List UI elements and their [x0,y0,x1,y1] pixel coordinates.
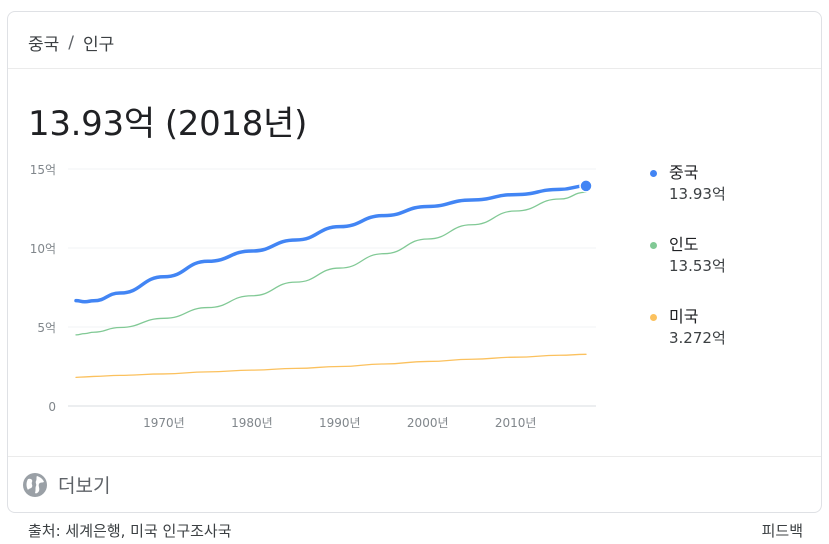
legend-dot [650,314,657,321]
feedback-link[interactable]: 피드백 [761,522,803,540]
legend-value: 13.53억 [669,257,726,275]
series-endpoint[interactable] [579,179,593,193]
legend-dot [650,242,657,249]
divider [8,456,821,457]
headline: 13.93억 (2018년) [28,96,307,145]
y-tick-label: 10억 [30,242,56,256]
breadcrumb-country[interactable]: 중국 [28,35,60,55]
headline-value: 13.93억 [28,104,155,144]
breadcrumb: 중국 / 인구 [28,30,115,56]
more-link[interactable]: 더보기 [22,471,110,498]
x-tick-label: 1990년 [319,416,361,430]
x-tick-label: 2000년 [407,416,449,430]
y-tick-label: 0 [48,400,56,414]
series-line-1[interactable] [75,191,587,336]
chart-series[interactable] [74,179,593,379]
legend-value: 3.272억 [669,329,726,347]
chart-gridlines [68,168,596,407]
legend-name: 미국 [669,307,699,326]
population-line-chart[interactable]: 15억 10억 5억 0 1970년 1980년 1990년 2000년 2010년 [8,12,821,452]
legend-item-india[interactable]: 인도 13.53억 [650,234,726,276]
legend-value: 13.93억 [669,185,726,203]
x-tick-label: 2010년 [495,416,537,430]
legend-item-usa[interactable]: 미국 3.272억 [650,306,726,348]
legend-name: 인도 [669,235,699,254]
breadcrumb-topic[interactable]: 인구 [83,35,115,55]
headline-year: (2018년) [164,104,308,144]
x-tick-label: 1980년 [231,416,273,430]
legend-dot [650,170,657,177]
legend-item-china[interactable]: 중국 13.93억 [650,162,726,204]
y-tick-label: 5억 [37,321,56,335]
y-tick-label: 15억 [30,163,56,177]
x-tick-label: 1970년 [143,416,185,430]
population-card: 중국 / 인구 13.93억 (2018년) 15억 10억 5억 0 1970년 19… [7,11,822,513]
source-text: 출처: 세계은행, 미국 인구조사국 [28,522,232,540]
x-axis-ticks: 1970년 1980년 1990년 2000년 2010년 [143,416,536,430]
globe-icon [23,472,47,497]
y-axis-ticks: 15억 10억 5억 0 [30,163,56,414]
breadcrumb-separator: / [68,32,75,53]
series-line-2[interactable] [75,353,587,379]
divider [8,68,821,69]
series-line-0[interactable] [74,184,588,304]
more-label: 더보기 [58,475,111,497]
legend-name: 중국 [669,163,699,182]
